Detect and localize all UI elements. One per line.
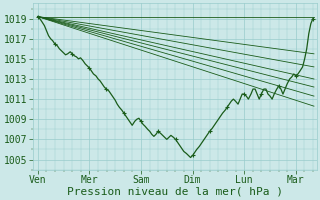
X-axis label: Pression niveau de la mer( hPa ): Pression niveau de la mer( hPa )	[67, 187, 283, 197]
